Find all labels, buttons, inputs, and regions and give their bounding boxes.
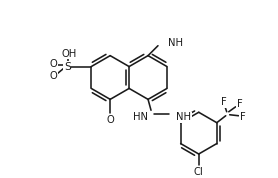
Text: S: S	[64, 62, 71, 72]
Text: O: O	[106, 115, 114, 125]
Text: NH: NH	[176, 112, 191, 122]
Text: O: O	[50, 70, 57, 80]
Text: HN: HN	[133, 112, 148, 122]
Text: O: O	[50, 59, 57, 69]
Text: Cl: Cl	[194, 167, 203, 177]
Text: NH: NH	[168, 38, 183, 48]
Text: F: F	[221, 97, 227, 107]
Text: F: F	[237, 99, 242, 109]
Text: OH: OH	[62, 49, 77, 59]
Text: F: F	[240, 112, 245, 122]
